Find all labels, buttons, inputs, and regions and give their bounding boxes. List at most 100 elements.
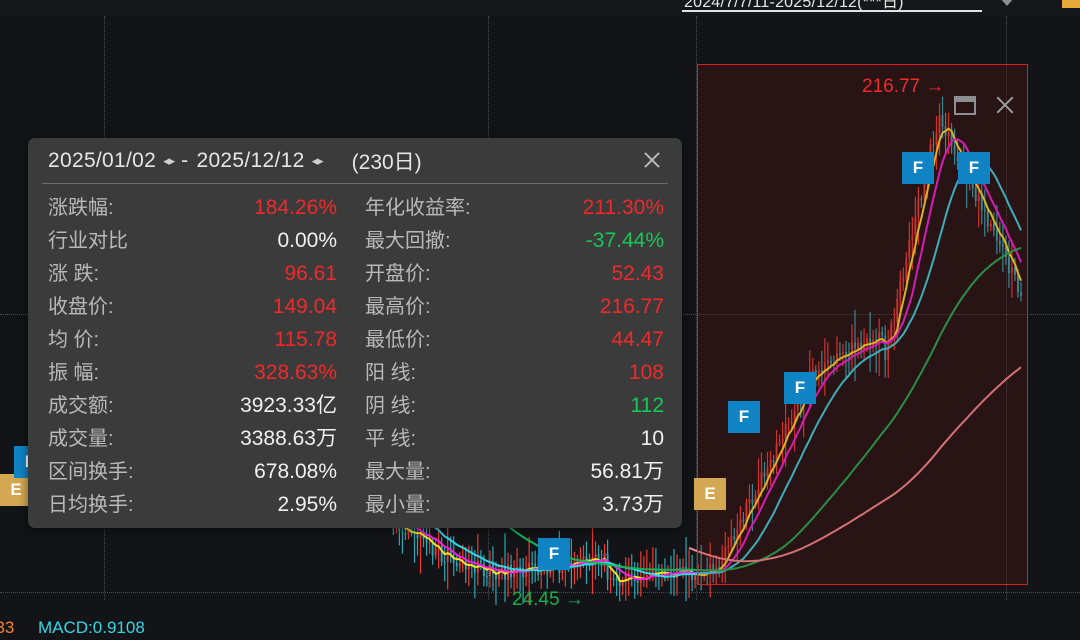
stat-value: 112: [630, 394, 664, 417]
gridline-vertical: [696, 16, 697, 600]
stat-row-left-7: 成交量: 3388.63万: [28, 422, 355, 455]
range-statistics-panel[interactable]: 2025/01/02 ◂▸ - 2025/12/12 ◂▸ (230日) 涨跌幅…: [28, 138, 682, 528]
panel-header: 2025/01/02 ◂▸ - 2025/12/12 ◂▸ (230日): [28, 138, 682, 183]
selection-rectangle[interactable]: [697, 64, 1028, 585]
stat-value: 3388.63万: [240, 427, 337, 450]
orange-indicator-swatch: [1062, 0, 1080, 8]
stat-row-left-2: 涨 跌: 96.61: [28, 257, 355, 290]
restore-window-icon[interactable]: [954, 95, 976, 115]
filing-marker[interactable]: F: [958, 152, 990, 184]
stat-row-left-3: 收盘价: 149.04: [28, 290, 355, 323]
stat-value: 56.81万: [590, 460, 664, 483]
stat-label: 成交额:: [48, 395, 114, 417]
macd-indicator-bar: 933 MACD:0.9108: [0, 616, 1080, 640]
stat-value: 216.77: [599, 295, 664, 318]
ma-line-ma60: [507, 247, 1022, 572]
stat-label: 成交量:: [48, 428, 114, 450]
stat-label: 收盘价:: [48, 296, 114, 318]
low-price-annotation: 24.45 →: [512, 589, 584, 610]
stat-value: 115.78: [274, 328, 337, 351]
stat-row-right-3: 最高价: 216.77: [355, 290, 682, 323]
stat-label: 均 价:: [48, 329, 100, 351]
stat-label: 区间换手:: [48, 461, 134, 483]
close-window-icon[interactable]: [994, 94, 1016, 116]
stat-label: 平 线:: [365, 428, 417, 450]
left-right-stepper-icon[interactable]: ◂▸: [163, 152, 175, 168]
stat-value: 0.00%: [277, 229, 337, 252]
stat-row-left-8: 区间换手: 678.08%: [28, 455, 355, 488]
stat-label: 阳 线:: [365, 362, 417, 384]
stat-label: 最高价:: [365, 296, 431, 318]
header-underline: [682, 10, 982, 12]
stat-row-right-6: 阴 线: 112: [355, 389, 682, 422]
chevron-down-icon[interactable]: [1000, 0, 1014, 6]
stat-value: 678.08%: [254, 460, 337, 483]
panel-body: 涨跌幅: 184.26% 行业对比 0.00% 涨 跌: 96.61 收盘价: 149.04 均…: [28, 184, 682, 521]
panel-divider: [42, 183, 668, 184]
stats-column-right: 年化收益率: 211.30% 最大回撤: -37.44% 开盘价: 52.43 最高价: 21…: [355, 191, 682, 521]
ma-line-ma10: [356, 138, 1022, 581]
stat-row-right-7: 平 线: 10: [355, 422, 682, 455]
stat-row-left-9: 日均换手: 2.95%: [28, 488, 355, 521]
stat-row-left-6: 成交额: 3923.33亿: [28, 389, 355, 422]
macd-value-label: MACD:0.9108: [38, 618, 145, 637]
stat-value: 52.43: [611, 262, 664, 285]
stat-row-left-0: 涨跌幅: 184.26%: [28, 191, 355, 224]
stat-label: 最大回撤:: [365, 230, 451, 252]
left-right-stepper-icon-2[interactable]: ◂▸: [311, 152, 324, 168]
stat-row-right-2: 开盘价: 52.43: [355, 257, 682, 290]
range-end-date[interactable]: 2025/12/12: [196, 148, 305, 172]
stat-label: 年化收益率:: [365, 197, 471, 219]
stat-value: 96.61: [284, 262, 337, 285]
stat-label: 最小量:: [365, 494, 431, 516]
stat-row-right-9: 最小量: 3.73万: [355, 488, 682, 521]
stat-value: 2.95%: [277, 493, 337, 516]
gridline-horizontal: [0, 592, 1080, 593]
stat-value: 149.04: [272, 295, 337, 318]
stat-row-right-1: 最大回撤: -37.44%: [355, 224, 682, 257]
stat-row-left-1: 行业对比 0.00%: [28, 224, 355, 257]
stat-label: 涨 跌:: [48, 263, 100, 285]
header-title: 2024/7/7/11-2025/12/12(***日): [684, 0, 904, 11]
window-header-strip: 2024/7/7/11-2025/12/12(***日): [0, 0, 1080, 16]
stat-value: 3.73万: [602, 493, 664, 516]
filing-marker[interactable]: F: [538, 538, 570, 570]
stat-label: 振 幅:: [48, 362, 100, 384]
stat-label: 最大量:: [365, 461, 431, 483]
stat-label: 涨跌幅:: [48, 197, 114, 219]
earnings-marker[interactable]: E: [694, 478, 726, 510]
stat-value: 10: [640, 427, 664, 450]
stat-value: 211.30%: [582, 196, 664, 219]
ma-line-ma120: [688, 366, 1022, 563]
stat-label: 最低价:: [365, 329, 431, 351]
stat-label: 开盘价:: [365, 263, 431, 285]
stat-value: 108: [628, 361, 664, 384]
stat-value: 328.63%: [254, 361, 337, 384]
close-icon[interactable]: [642, 150, 662, 170]
range-start-date[interactable]: 2025/01/02: [48, 148, 157, 172]
chart-window-controls: [954, 94, 1016, 116]
filing-marker[interactable]: F: [784, 372, 816, 404]
stat-value: 184.26%: [254, 196, 337, 219]
filing-marker[interactable]: F: [728, 401, 760, 433]
stat-row-left-4: 均 价: 115.78: [28, 323, 355, 356]
stat-label: 行业对比: [48, 230, 128, 252]
gridline-vertical: [1006, 16, 1007, 600]
stat-value: -37.44%: [585, 229, 664, 252]
stat-row-right-8: 最大量: 56.81万: [355, 455, 682, 488]
stat-value: 44.47: [611, 328, 664, 351]
stats-column-left: 涨跌幅: 184.26% 行业对比 0.00% 涨 跌: 96.61 收盘价: 149.04 均…: [28, 191, 355, 521]
stat-value: 3923.33亿: [240, 394, 337, 417]
filing-marker[interactable]: F: [902, 152, 934, 184]
range-day-count: (230日): [351, 150, 422, 174]
stat-row-left-5: 振 幅: 328.63%: [28, 356, 355, 389]
ma-line-ma20: [386, 159, 1022, 578]
high-price-annotation: 216.77 →: [862, 76, 945, 97]
stat-label: 日均换手:: [48, 494, 134, 516]
indicator-left-value: 933: [0, 618, 15, 637]
stat-row-right-0: 年化收益率: 211.30%: [355, 191, 682, 224]
earnings-marker[interactable]: E: [0, 474, 32, 506]
stat-row-right-4: 最低价: 44.47: [355, 323, 682, 356]
stat-row-right-5: 阳 线: 108: [355, 356, 682, 389]
